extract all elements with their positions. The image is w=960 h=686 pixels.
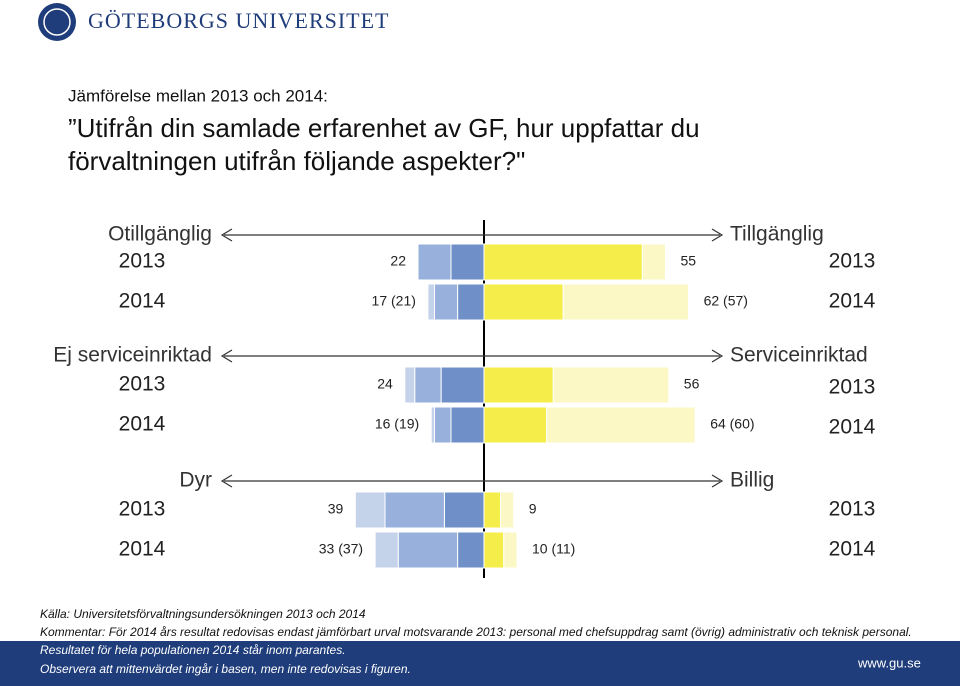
arrow-head — [220, 228, 233, 242]
year-label: 2013 — [119, 250, 166, 273]
left-segment — [427, 283, 435, 321]
source: Källa: Universitetsförvaltningsundersökn… — [40, 607, 366, 621]
left-segment — [384, 491, 445, 529]
year-label: 2014 — [829, 290, 876, 313]
left-segment — [457, 283, 485, 321]
year-label: 2013 — [829, 498, 876, 521]
left-segment — [450, 243, 485, 281]
left-segment — [457, 531, 485, 569]
arrow-head — [220, 349, 233, 363]
question-line: ”Utifrån din samlade erfarenhet av GF, h… — [68, 113, 700, 143]
arrow-head — [711, 228, 724, 242]
year-label: 2014 — [119, 413, 166, 436]
url: www.gu.se — [857, 655, 921, 670]
right-value: 56 — [684, 376, 700, 392]
left-label: Otillgänglig — [108, 223, 212, 246]
left-value: 17 (21) — [372, 293, 416, 309]
logo-ring — [43, 8, 71, 36]
right-label: Billig — [730, 469, 774, 492]
right-segment — [483, 491, 501, 529]
right-label: Tillgänglig — [730, 223, 824, 246]
year-label: 2014 — [119, 538, 166, 561]
left-segment — [430, 406, 436, 444]
left-label: Ej serviceinriktad — [53, 344, 212, 367]
year-label: 2013 — [829, 250, 876, 273]
left-value: 39 — [328, 501, 344, 517]
year-label: 2014 — [119, 290, 166, 313]
left-value: 33 (37) — [319, 541, 363, 557]
right-segment — [641, 243, 667, 281]
right-segment — [562, 283, 690, 321]
left-segment — [374, 531, 399, 569]
left-label: Dyr — [179, 469, 212, 492]
right-segment — [503, 531, 518, 569]
right-value: 55 — [681, 253, 697, 269]
left-value: 24 — [377, 376, 393, 392]
footer-band — [0, 641, 960, 686]
left-segment — [434, 283, 459, 321]
left-segment — [404, 366, 416, 404]
left-segment — [414, 366, 442, 404]
left-segment — [434, 406, 452, 444]
year-label: 2013 — [119, 373, 166, 396]
year-label: 2014 — [829, 416, 876, 439]
left-value: 22 — [390, 253, 406, 269]
comment: Kommentar: För 2014 års resultat redovis… — [40, 625, 912, 639]
right-segment — [483, 243, 643, 281]
left-segment — [354, 491, 386, 529]
question-line: förvaltningen utifrån följande aspekter?… — [68, 146, 525, 176]
arrow-head — [220, 474, 233, 488]
footer-note: Resultatet för hela populationen 2014 st… — [40, 643, 346, 657]
right-value: 9 — [529, 501, 537, 517]
left-segment — [397, 531, 459, 569]
right-segment — [546, 406, 696, 444]
year-label: 2013 — [119, 498, 166, 521]
left-segment — [440, 366, 485, 404]
year-label: 2013 — [829, 376, 876, 399]
right-value: 62 (57) — [704, 293, 748, 309]
left-segment — [417, 243, 452, 281]
year-label: 2014 — [829, 538, 876, 561]
right-segment — [552, 366, 670, 404]
right-segment — [483, 366, 554, 404]
left-segment — [450, 406, 485, 444]
left-segment — [443, 491, 485, 529]
university-name: GÖTEBORGS UNIVERSITET — [88, 8, 390, 33]
right-label: Serviceinriktad — [730, 344, 868, 367]
right-segment — [483, 283, 564, 321]
intro: Jämförelse mellan 2013 och 2014: — [68, 86, 328, 105]
left-value: 16 (19) — [375, 416, 419, 432]
right-value: 64 (60) — [710, 416, 754, 432]
right-segment — [483, 406, 548, 444]
right-value: 10 (11) — [532, 541, 575, 557]
right-segment — [483, 531, 505, 569]
arrow-head — [711, 474, 724, 488]
footer-note: Observera att mittenvärdet ingår i basen… — [40, 662, 411, 676]
right-segment — [500, 491, 515, 529]
arrow-head — [711, 349, 724, 363]
